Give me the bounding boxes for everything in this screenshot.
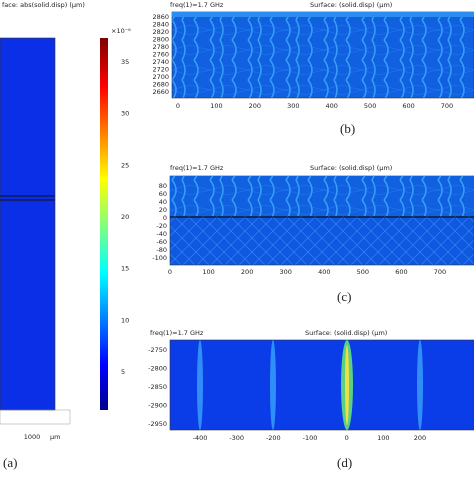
x-tick-label: 300 [287,102,299,110]
y-tick-label: 2720 [152,66,169,74]
y-tick-label: 2860 [152,13,169,21]
y-tick-label: 2700 [152,73,169,81]
field-plot [169,339,474,431]
x-tick-label: 100 [210,102,222,110]
field-streak [417,340,423,430]
upper-region [170,176,474,216]
x-tick-label: 100 [377,434,389,442]
panel-label: (c) [337,289,351,304]
panel-label: (b) [340,121,355,136]
panel-freq: freq(1)=1.7 GHz [150,329,204,337]
field-plot [0,37,56,411]
x-tick-label: 0 [345,434,349,442]
x-tick-label: 600 [395,268,407,276]
colorbar-exponent: ×10⁻⁶ [111,27,131,35]
surface-layer [172,12,474,17]
y-tick-label: 2740 [152,58,169,66]
y-tick-label: 25 [121,161,129,169]
y-tick-label: 2840 [152,21,169,29]
panel-label: (a) [3,455,17,470]
x-tick-label: 200 [414,434,426,442]
y-tick-label: -60 [156,238,167,246]
y-tick-label: 80 [159,182,167,190]
y-tick-label: -2800 [148,365,167,373]
x-tick-label: -100 [303,434,318,442]
y-tick-label: 2780 [152,43,169,51]
y-tick-label: -20 [156,222,167,230]
y-tick-label: 5 [121,368,125,376]
y-tick-label: -2950 [148,420,167,428]
y-tick-label: 10 [121,316,129,324]
y-tick-label: 20 [159,206,167,214]
panel-label: (d) [337,455,352,470]
field-streak [270,340,276,430]
y-tick-label: 0 [163,214,167,222]
x-tick-label: 700 [434,268,446,276]
y-tick-label: 2760 [152,51,169,59]
y-tick-label: 2680 [152,81,169,89]
y-tick-label: 40 [159,198,167,206]
field-streak [345,345,349,425]
x-tick-label: 200 [249,102,261,110]
y-tick-label: -2900 [148,402,167,410]
y-tick-label: -2850 [148,383,167,391]
field-streak [197,340,203,430]
panel-title: Surface: (solid.disp) (μm) [305,329,387,337]
panel-title: face: abs(solid.disp) (μm) [2,1,85,9]
x-tick-label: -400 [193,434,208,442]
field-plot [171,11,474,99]
x-tick-label: 0 [168,268,172,276]
axis-frame [0,409,71,425]
y-tick-label: 2820 [152,28,169,36]
x-tick-label: 400 [318,268,330,276]
y-tick-label: -2750 [148,346,167,354]
panel-title: Surface: (solid.disp) (μm) [310,164,392,172]
y-tick-label: 15 [121,265,129,273]
x-tick-label: 500 [357,268,369,276]
y-tick-label: -100 [152,254,167,262]
x-tick-label: -200 [266,434,281,442]
x-tick-label: 200 [241,268,253,276]
x-tick-label: 600 [402,102,414,110]
y-tick-label: 2800 [152,36,169,44]
x-tick-label: 100 [202,268,214,276]
y-tick-label: 30 [121,110,129,118]
y-tick-label: 20 [121,213,129,221]
x-unit: μm [50,433,60,441]
panel-title: Surface: (solid.disp) (μm) [310,1,392,9]
y-tick-label: 35 [121,58,129,66]
y-tick-label: -40 [156,230,167,238]
x-tick-label: 1000 [24,433,41,441]
y-tick-label: 60 [159,190,167,198]
y-tick-label: -80 [156,246,167,254]
panel-freq: freq(1)=1.7 GHz [170,164,224,172]
colorbar [100,38,108,410]
x-tick-label: 300 [280,268,292,276]
x-tick-label: 500 [364,102,376,110]
y-tick-label: 2660 [152,88,169,96]
x-tick-label: 700 [441,102,453,110]
x-tick-label: 0 [176,102,180,110]
x-tick-label: 400 [326,102,338,110]
x-tick-label: -300 [229,434,244,442]
panel-freq: freq(1)=1.7 GHz [170,1,224,9]
